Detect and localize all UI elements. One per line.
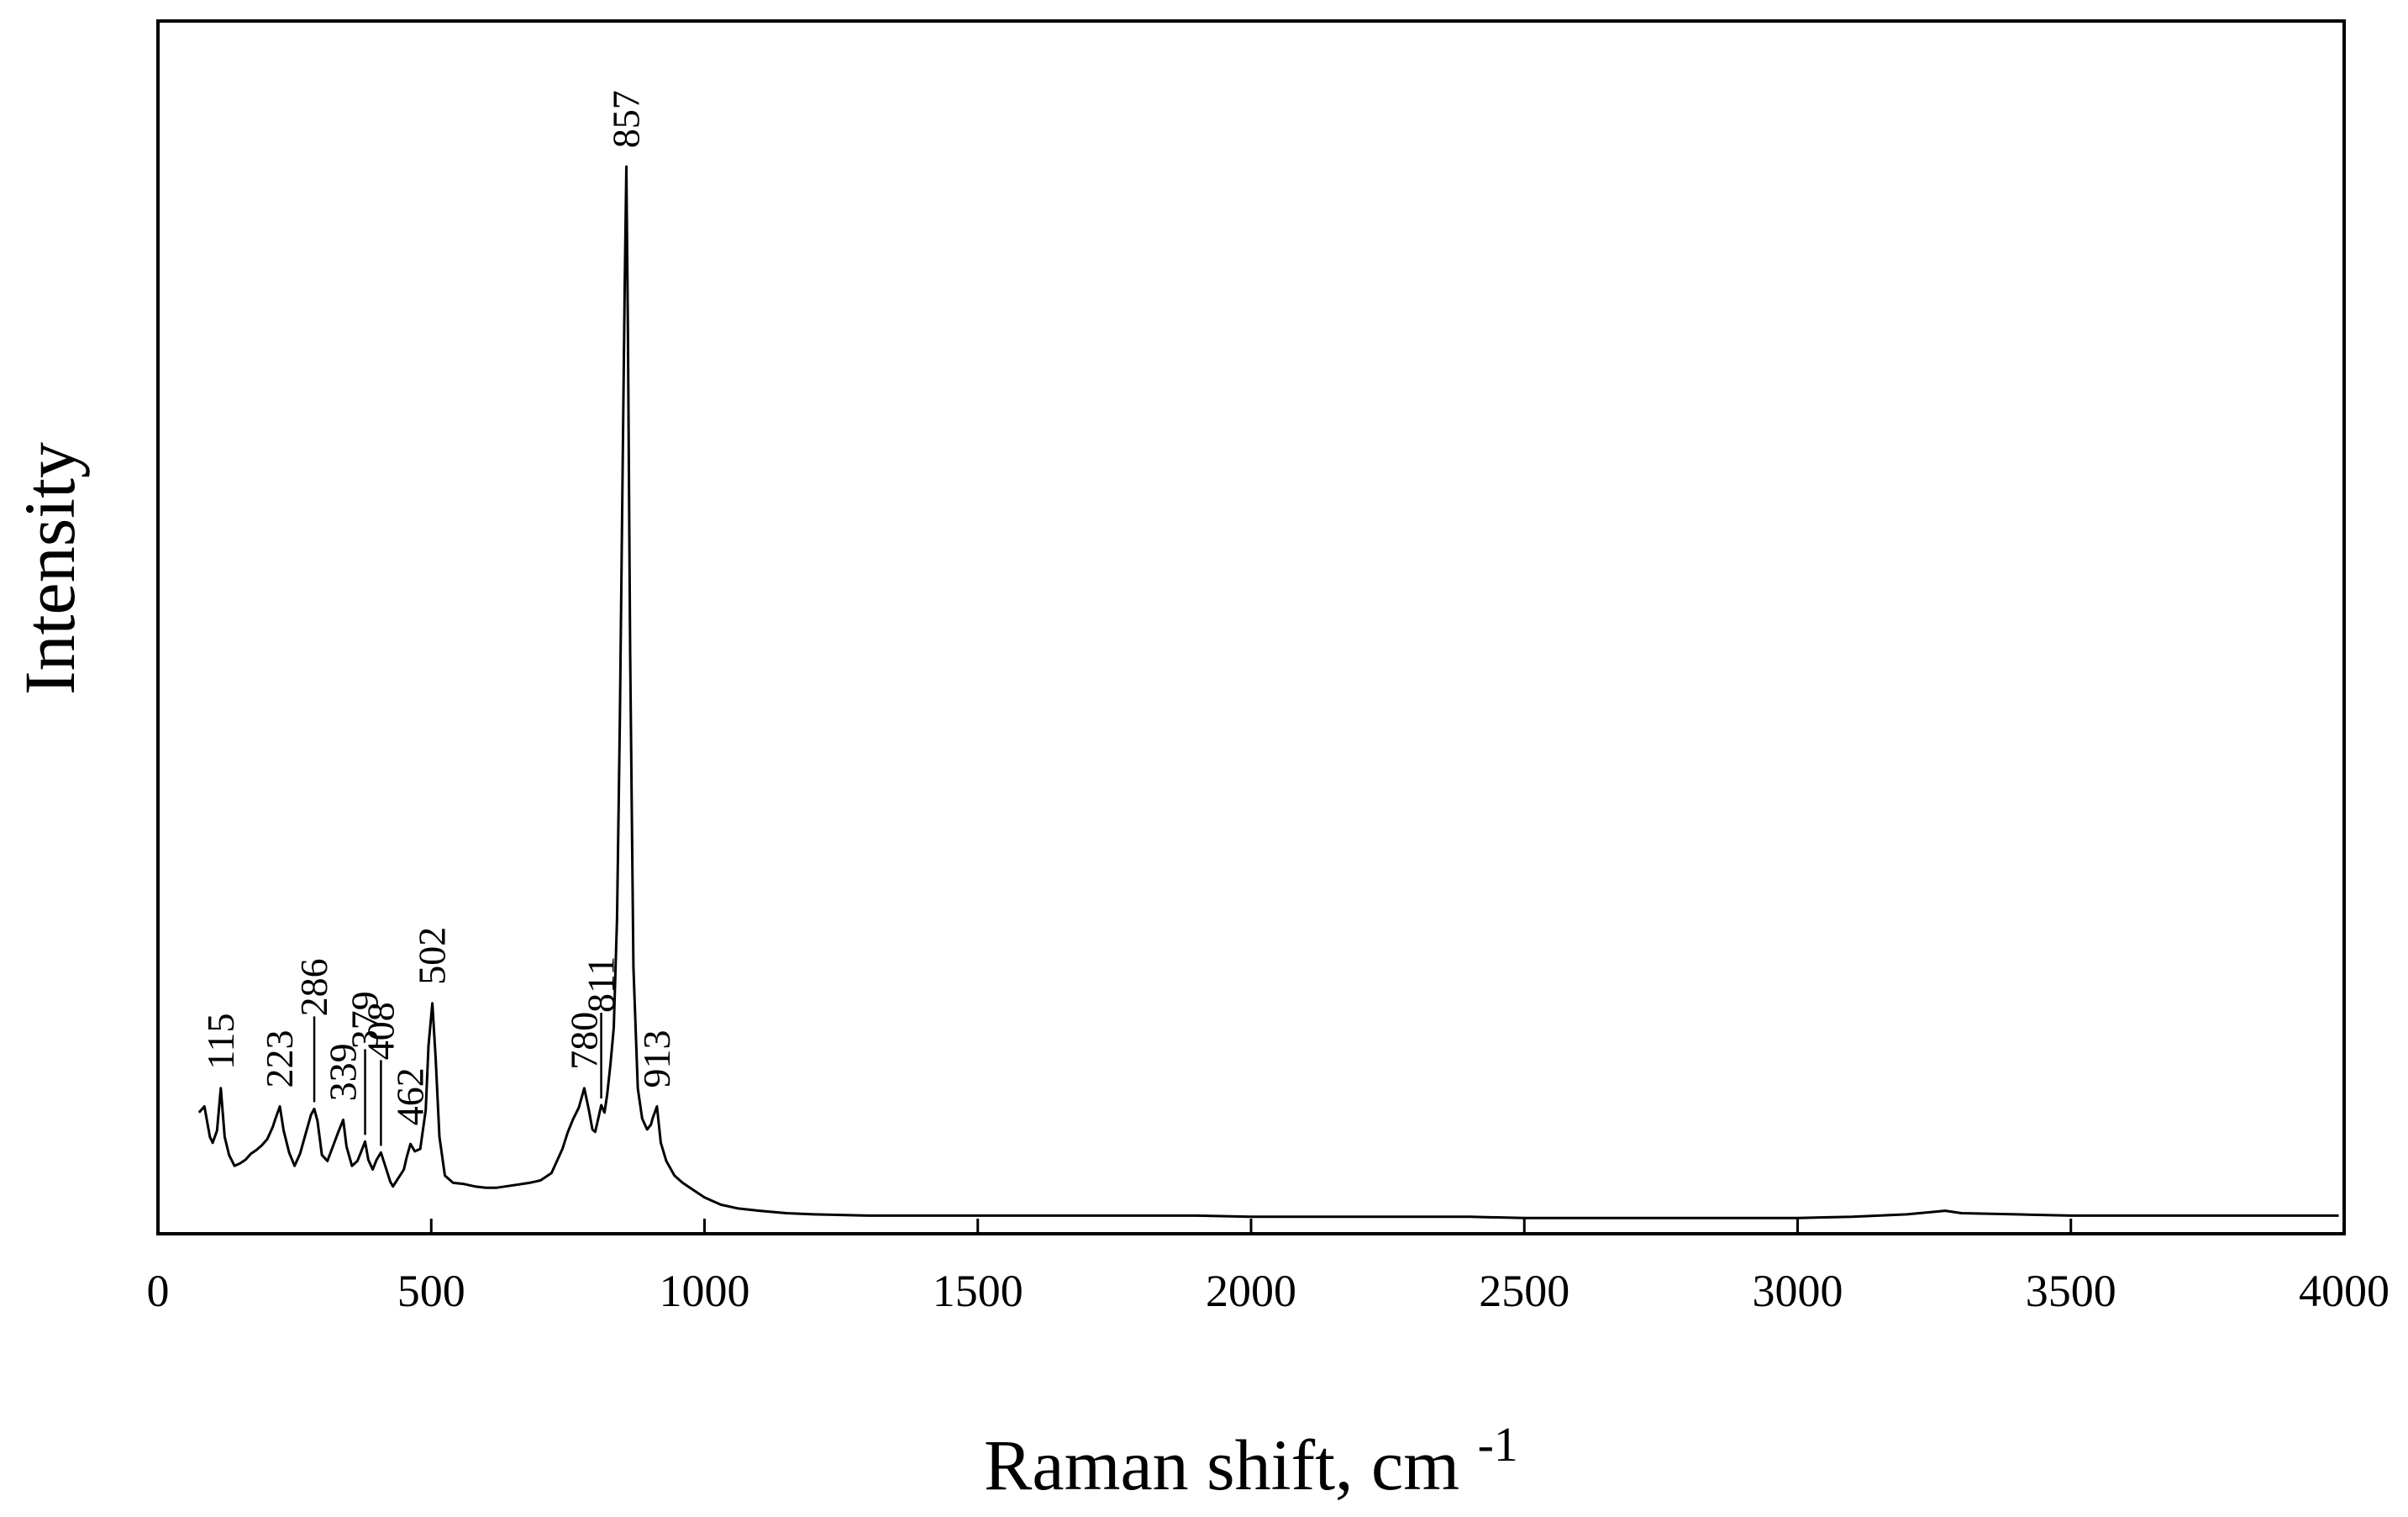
peak-label-462: 462 xyxy=(389,1067,432,1125)
spectrum-line xyxy=(197,165,2339,1219)
peak-label-223: 223 xyxy=(258,1030,301,1088)
x-tick-label: 4000 xyxy=(2299,1266,2390,1316)
peak-label-811: 811 xyxy=(580,956,623,1013)
x-tick-label: 2500 xyxy=(1479,1266,1569,1316)
x-axis-title-text: Raman shift, cm xyxy=(984,1425,1459,1505)
peak-label-286: 286 xyxy=(292,958,335,1016)
x-tick-label: 3000 xyxy=(1753,1266,1843,1316)
x-axis-title: Raman shift, cm -1 xyxy=(984,1417,1518,1505)
peak-label-379: 379 xyxy=(344,991,386,1049)
peak-label-913: 913 xyxy=(635,1030,678,1088)
peak-label-408: 408 xyxy=(359,1002,402,1060)
y-axis-title: Intensity xyxy=(9,442,90,695)
peak-label-780: 780 xyxy=(562,1012,605,1070)
peak-leader-lines xyxy=(313,1013,602,1146)
peak-label-857: 857 xyxy=(605,90,648,148)
peak-label-339: 339 xyxy=(322,1043,365,1101)
x-tick-label: 500 xyxy=(397,1266,465,1316)
peak-label-502: 502 xyxy=(411,927,454,985)
x-tick-label: 0 xyxy=(147,1266,170,1316)
plot-area xyxy=(156,19,2346,1235)
x-tick-label: 2000 xyxy=(1206,1266,1296,1316)
peak-label-115: 115 xyxy=(199,1014,242,1070)
x-tick-label: 3500 xyxy=(2026,1266,2116,1316)
x-axis-tick-labels: 0 500 1000 1500 2000 2500 3000 3500 4000 xyxy=(147,1266,2390,1316)
x-tick-label: 1000 xyxy=(660,1266,750,1316)
x-axis-ticks xyxy=(156,1219,2346,1234)
x-tick-label: 1500 xyxy=(933,1266,1023,1316)
x-axis-title-superscript: -1 xyxy=(1478,1417,1518,1472)
